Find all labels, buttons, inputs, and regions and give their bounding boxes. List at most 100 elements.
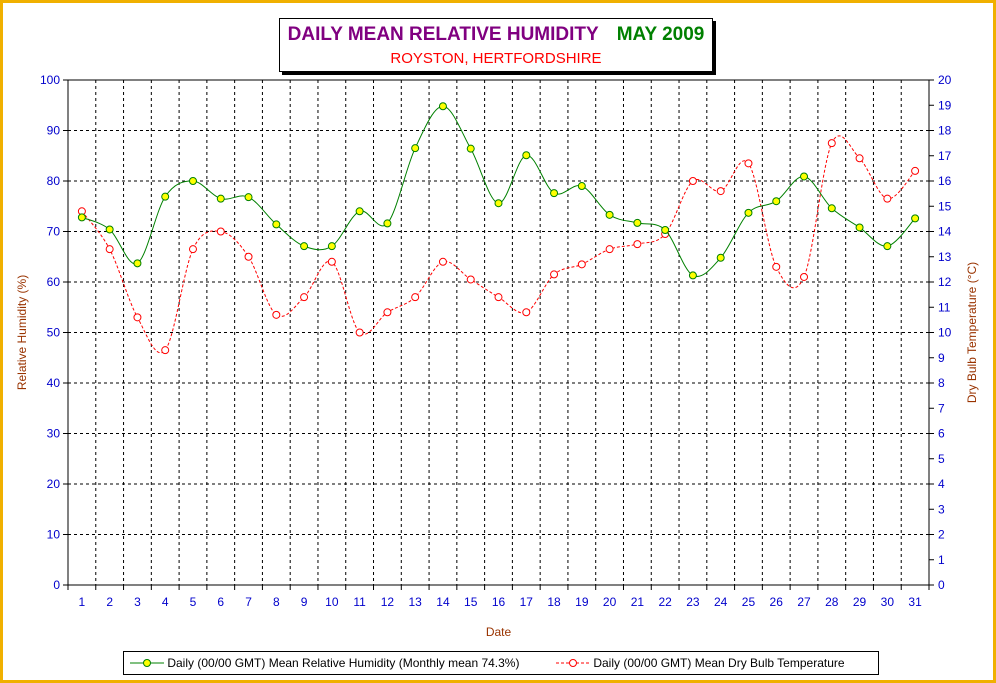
temperature-point — [272, 310, 281, 319]
humidity-point — [744, 208, 753, 217]
y-axis-title: Relative Humidity (%) — [15, 275, 29, 390]
axes: 0102030405060708090100012345678910111213… — [40, 73, 952, 609]
x-tick-label: 9 — [301, 595, 308, 609]
x-tick-label: 8 — [273, 595, 280, 609]
y-tick-label: 70 — [47, 225, 61, 239]
x-tick-label: 1 — [79, 595, 86, 609]
y-tick-label: 50 — [47, 326, 61, 340]
y2-tick-label: 10 — [938, 326, 952, 340]
y2-tick-label: 0 — [938, 578, 945, 592]
x-tick-label: 28 — [825, 595, 839, 609]
temperature-point — [105, 245, 114, 254]
humidity-point — [855, 223, 864, 232]
humidity-point — [383, 219, 392, 228]
humidity-point — [550, 189, 559, 198]
x-tick-label: 20 — [603, 595, 617, 609]
humidity-point — [244, 193, 253, 202]
y2-tick-label: 14 — [938, 225, 952, 239]
chart-title: DAILY MEAN RELATIVE HUMIDITY — [287, 24, 599, 45]
humidity-point — [77, 213, 86, 222]
temperature-point — [744, 159, 753, 168]
temperature-point — [633, 240, 642, 249]
temperature-point — [411, 293, 420, 302]
temperature-point — [605, 245, 614, 254]
legend-label-humidity: Daily (00/00 GMT) Mean Relative Humidity… — [167, 656, 520, 670]
y2-tick-label: 19 — [938, 98, 952, 112]
temperature-point — [800, 272, 809, 281]
humidity-point — [300, 242, 309, 251]
y-tick-label: 10 — [47, 528, 61, 542]
humidity-point — [827, 204, 836, 213]
y2-tick-label: 7 — [938, 401, 945, 415]
chart-title-box: DAILY MEAN RELATIVE HUMIDITY MAY 2009 ROY… — [279, 18, 713, 72]
plot-area — [67, 79, 930, 586]
humidity-point — [327, 242, 336, 251]
y-tick-label: 100 — [40, 73, 60, 87]
legend: Daily (00/00 GMT) Mean Relative Humidity… — [123, 651, 879, 675]
temperature-point — [383, 308, 392, 317]
x-tick-label: 19 — [575, 595, 589, 609]
humidity-point — [355, 207, 364, 216]
y-tick-label: 20 — [47, 477, 61, 491]
temperature-point — [327, 257, 336, 266]
x-tick-label: 23 — [686, 595, 700, 609]
temperature-point — [772, 262, 781, 271]
humidity-point — [577, 182, 586, 191]
data-series — [77, 102, 920, 355]
y2-tick-label: 12 — [938, 275, 952, 289]
temperature-point — [216, 227, 225, 236]
legend-item-temperature: Daily (00/00 GMT) Mean Dry Bulb Temperat… — [556, 656, 845, 670]
humidity-point — [216, 194, 225, 203]
x-axis-title: Date — [486, 625, 512, 639]
y2-tick-label: 16 — [938, 174, 952, 188]
y-tick-label: 80 — [47, 174, 61, 188]
x-tick-label: 11 — [353, 595, 366, 609]
x-tick-label: 22 — [658, 595, 672, 609]
temperature-point — [188, 245, 197, 254]
humidity-point — [161, 192, 170, 201]
temperature-point — [688, 177, 697, 185]
temperature-point — [133, 313, 142, 322]
y-tick-label: 0 — [53, 578, 60, 592]
humidity-point — [466, 144, 475, 153]
y2-tick-label: 3 — [938, 502, 945, 516]
x-tick-label: 14 — [436, 595, 450, 609]
temperature-point — [883, 194, 892, 203]
x-tick-label: 17 — [520, 595, 534, 609]
x-tick-label: 10 — [325, 595, 339, 609]
x-tick-label: 13 — [408, 595, 422, 609]
humidity-point — [272, 220, 281, 229]
temperature-point — [827, 139, 836, 148]
humidity-point — [772, 197, 781, 206]
temperature-point — [494, 293, 503, 302]
y2-tick-label: 6 — [938, 427, 945, 441]
y2-tick-label: 20 — [938, 73, 952, 87]
y2-tick-label: 2 — [938, 528, 945, 542]
x-tick-label: 21 — [631, 595, 645, 609]
temperature-point — [716, 187, 725, 196]
x-tick-label: 12 — [381, 595, 395, 609]
chart-subtitle: ROYSTON, HERTFORDSHIRE — [390, 50, 602, 67]
humidity-point — [522, 151, 531, 160]
y2-tick-label: 1 — [938, 553, 945, 567]
humidity-point — [133, 259, 142, 268]
humidity-point — [688, 271, 697, 280]
grid-lines — [68, 80, 929, 585]
temperature-point — [161, 346, 170, 355]
y2-tick-label: 5 — [938, 452, 945, 466]
temperature-point — [577, 260, 586, 269]
y-tick-label: 40 — [47, 376, 61, 390]
x-tick-label: 2 — [106, 595, 113, 609]
x-tick-label: 5 — [190, 595, 197, 609]
temperature-point — [911, 166, 920, 175]
temperature-point — [244, 252, 253, 261]
legend-label-temperature: Daily (00/00 GMT) Mean Dry Bulb Temperat… — [593, 656, 845, 670]
x-tick-label: 27 — [797, 595, 811, 609]
legend-item-humidity: Daily (00/00 GMT) Mean Relative Humidity… — [130, 656, 519, 670]
x-tick-label: 30 — [881, 595, 895, 609]
x-tick-label: 29 — [853, 595, 867, 609]
y-tick-label: 90 — [47, 124, 61, 138]
x-tick-label: 25 — [742, 595, 756, 609]
